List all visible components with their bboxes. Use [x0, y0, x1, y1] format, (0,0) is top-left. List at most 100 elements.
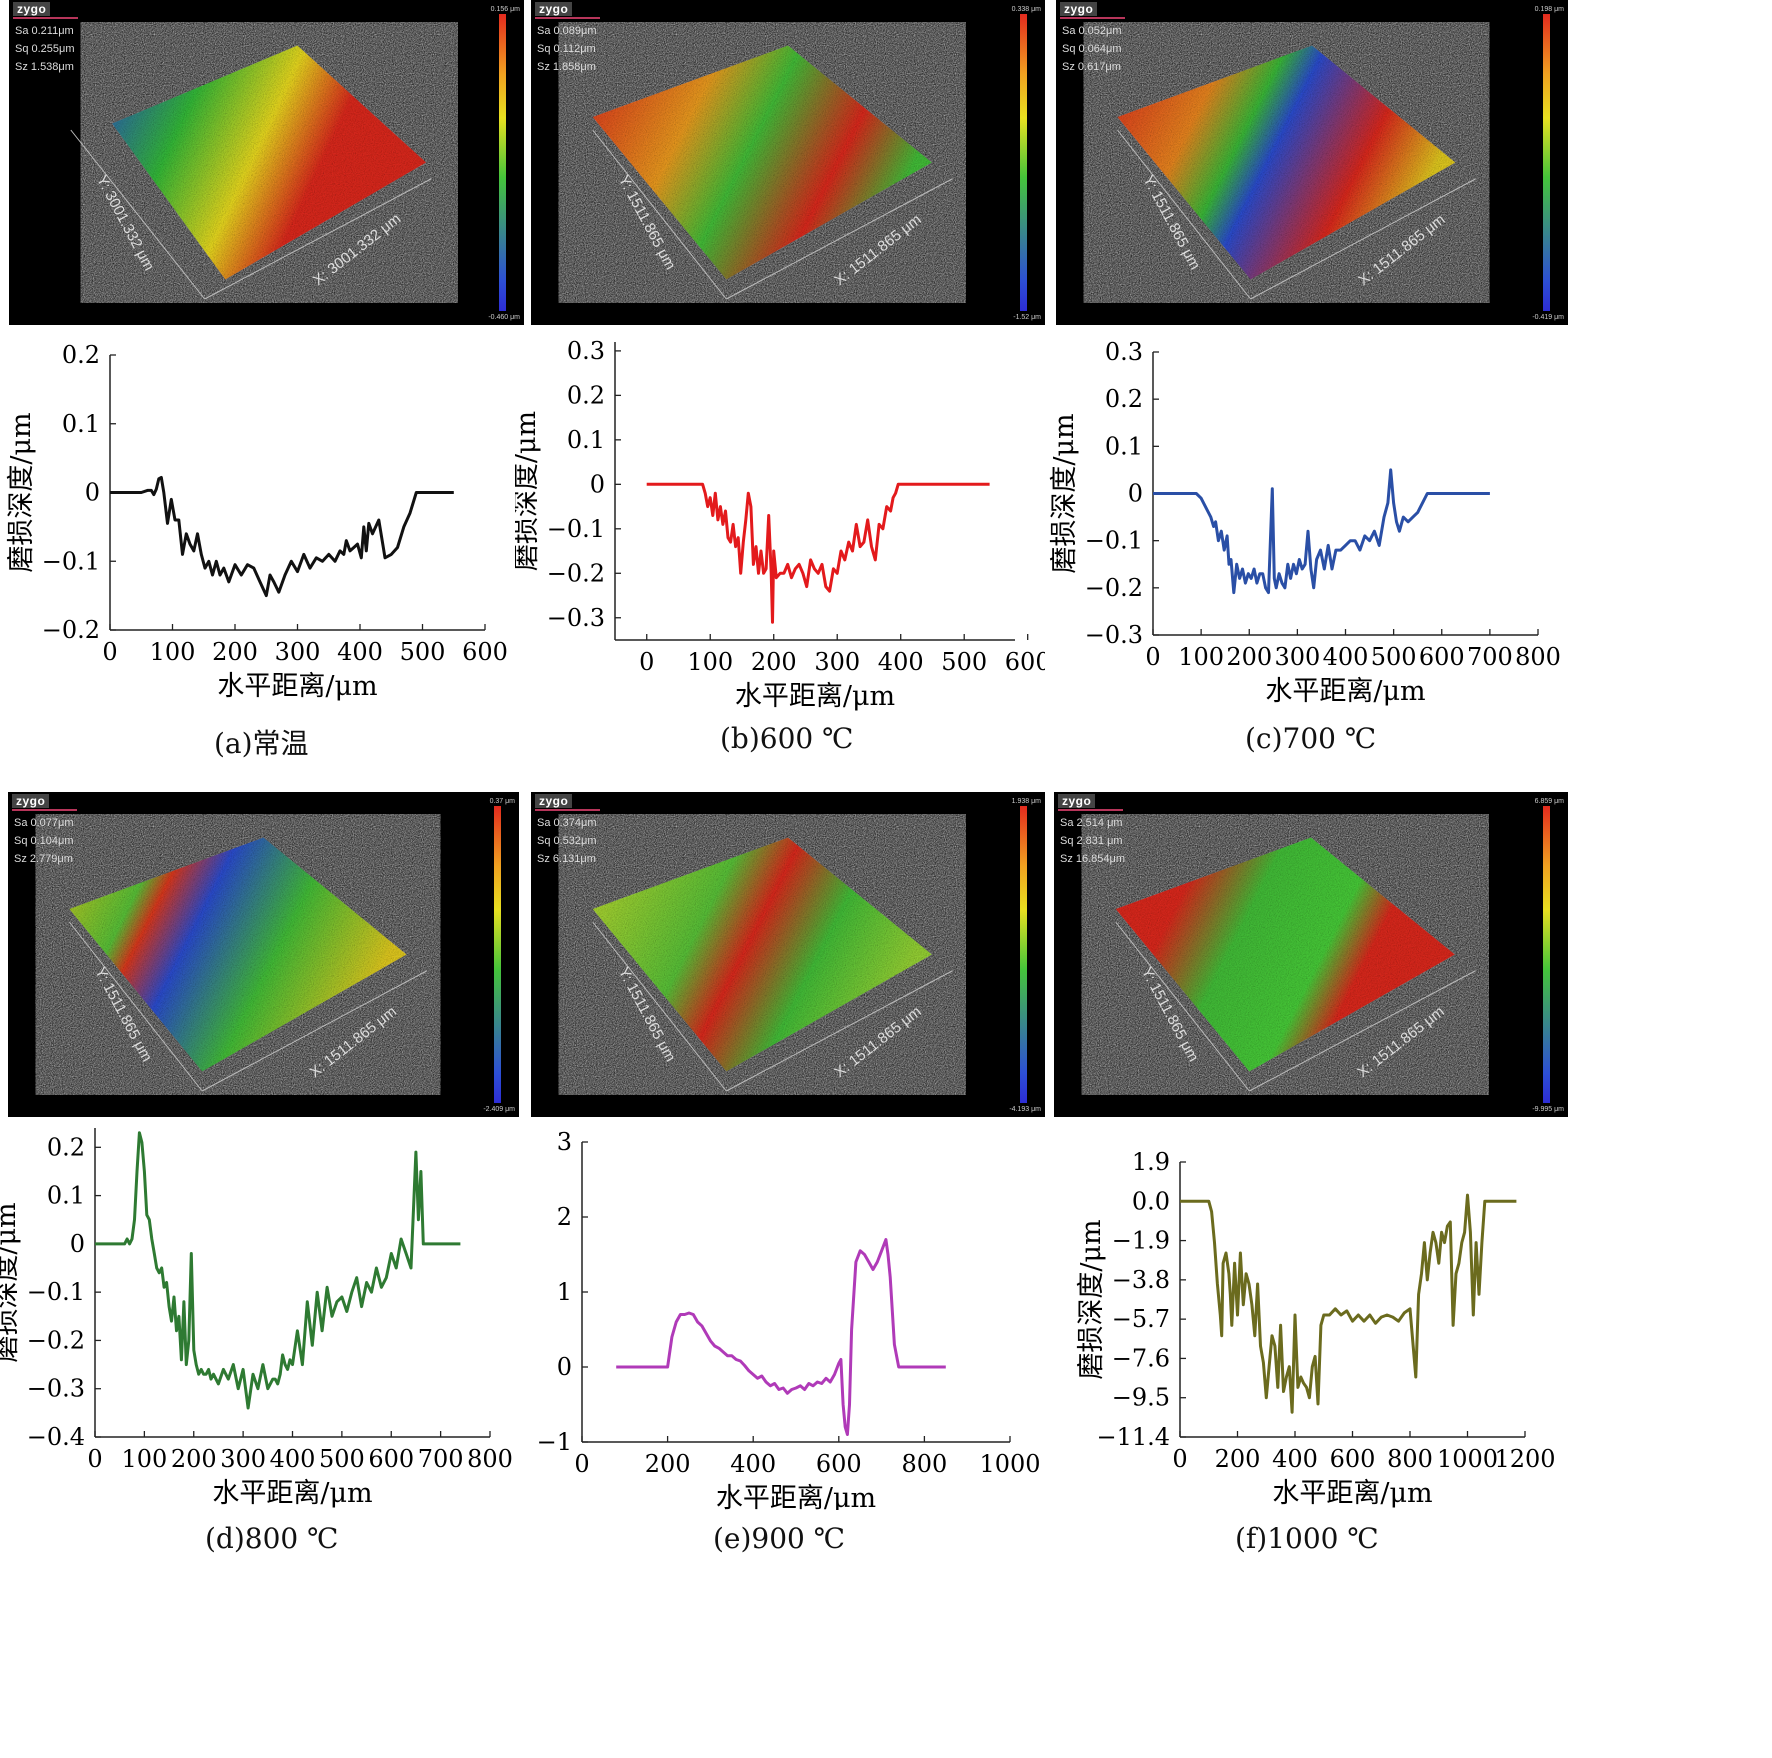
- x-tick-label: 300: [1274, 643, 1320, 671]
- wear-profile-line: [616, 1238, 946, 1436]
- color-scale-bar: [1020, 14, 1027, 311]
- x-tick-label: 300: [275, 638, 321, 666]
- roughness-stats: Sa 0.211μm Sq 0.255μm Sz 1.538μm: [15, 22, 75, 76]
- surface-map: [592, 837, 932, 1072]
- x-axis-label: X: 1511.865 μm: [1355, 211, 1448, 289]
- x-axis-title: 水平距离/μm: [1272, 1478, 1432, 1509]
- y-tick-label: −0.1: [27, 1278, 85, 1306]
- scale-min-label: -0.460 μm: [488, 314, 520, 321]
- x-tick-label: 0: [102, 638, 117, 666]
- scale-max-label: 0.338 μm: [1011, 6, 1041, 13]
- surface-scan-f: X: 1511.865 μm Y: 1511.865 μm zygo Sa 2.514…: [1054, 792, 1568, 1117]
- y-tick-label: 0.2: [1105, 385, 1143, 413]
- y-tick-label: 0.1: [1105, 432, 1143, 460]
- y-tick-label: −3.8: [1112, 1266, 1170, 1294]
- y-tick-label: 0.2: [567, 381, 605, 409]
- x-tick-label: 0: [1172, 1445, 1187, 1473]
- scale-min-label: -2.409 μm: [483, 1106, 515, 1113]
- x-tick-label: 500: [319, 1445, 365, 1473]
- x-tick-label: 200: [171, 1445, 217, 1473]
- sz-value: Sz 6.131μm: [537, 853, 596, 865]
- zygo-logo: zygo: [535, 794, 601, 811]
- x-tick-label: 500: [400, 638, 446, 666]
- sa-value: Sa 2.514 μm: [1060, 817, 1123, 829]
- y-tick-label: −11.4: [1096, 1423, 1170, 1451]
- x-tick-label: 0: [639, 648, 654, 676]
- y-tick-label: 1.9: [1132, 1148, 1170, 1176]
- color-scale-bar: [1020, 806, 1027, 1103]
- x-tick-label: 600: [1419, 643, 1465, 671]
- sa-value: Sa 0.077μm: [14, 817, 74, 829]
- x-tick-label: 100: [1178, 643, 1224, 671]
- zygo-logo: zygo: [13, 2, 79, 19]
- wear-profile-line: [1153, 468, 1490, 595]
- x-tick-label: 600: [368, 1445, 414, 1473]
- x-tick-label: 400: [1272, 1445, 1318, 1473]
- surface-scan-e: X: 1511.865 μm Y: 1511.865 μm zygo Sa 0.374…: [531, 792, 1045, 1117]
- scale-max-label: 0.198 μm: [1534, 6, 1564, 13]
- color-scale-bar: [1543, 14, 1550, 311]
- x-tick-label: 200: [645, 1450, 691, 1478]
- x-tick-label: 600: [1005, 648, 1045, 676]
- x-tick-label: 100: [121, 1445, 167, 1473]
- sq-value: Sq 0.112μm: [537, 43, 596, 55]
- profile-chart-a: 0 100 200 300 400 500 600 −0.2 −0.1 0 0.1 0.2 水平距离/μ…: [6, 341, 508, 702]
- y-tick-label: 2: [557, 1203, 572, 1231]
- y-tick-label: −0.2: [547, 559, 605, 587]
- caption-e: (e)900 ℃: [713, 1522, 846, 1555]
- x-axis-label: X: 1511.865 μm: [831, 211, 924, 289]
- y-tick-label: 0: [590, 470, 605, 498]
- y-tick-label: 0.1: [567, 426, 605, 454]
- sz-value: Sz 2.779μm: [14, 853, 73, 865]
- y-axis-title: 磨损深度/μm: [1076, 1219, 1107, 1379]
- x-tick-label: 700: [1467, 643, 1513, 671]
- y-tick-label: −0.3: [547, 604, 605, 632]
- x-tick-label: 0: [1145, 643, 1160, 671]
- y-axis-label: Y: 3001.332 μm: [93, 173, 157, 274]
- x-tick-label: 1200: [1494, 1445, 1555, 1473]
- x-tick-label: 200: [751, 648, 797, 676]
- roughness-stats: Sa 0.052μm Sq 0.064μm Sz 0.617μm: [1062, 22, 1122, 76]
- caption-b: (b)600 ℃: [720, 722, 854, 755]
- scale-min-label: -9.995 μm: [1532, 1106, 1564, 1113]
- surface-scan-a: X: 3001.332 μm Y: 3001.332 μm zygo Sa 0.211…: [9, 0, 524, 325]
- x-tick-label: 500: [1371, 643, 1417, 671]
- sa-value: Sa 0.052μm: [1062, 25, 1122, 37]
- x-tick-label: 700: [418, 1445, 464, 1473]
- zygo-logo: zygo: [12, 794, 78, 811]
- sz-value: Sz 1.538μm: [15, 61, 74, 73]
- sq-value: Sq 0.104μm: [14, 835, 74, 847]
- y-tick-label: 1: [557, 1278, 572, 1306]
- profile-chart-b: 0 100 200 300 400 500 600 −0.3 −0.2 −0.1 0 0.1 0.2 0.…: [515, 337, 1045, 712]
- x-tick-label: 800: [901, 1450, 947, 1478]
- y-tick-label: −0.3: [27, 1375, 85, 1403]
- wear-profile-line: [110, 475, 454, 598]
- sa-value: Sa 0.089μm: [537, 25, 597, 37]
- caption-d: (d)800 ℃: [205, 1522, 339, 1555]
- x-tick-label: 0: [574, 1450, 589, 1478]
- wear-profile-line: [1180, 1193, 1517, 1414]
- profile-chart-d: 0 100 200 300 400 500 600 700 800 −0.4 −0.3 −0.2 −0.…: [0, 1128, 513, 1509]
- x-tick-label: 400: [878, 648, 924, 676]
- zygo-logo: zygo: [535, 2, 601, 19]
- surface-map: [112, 45, 427, 280]
- y-tick-label: −0.2: [27, 1326, 85, 1354]
- x-axis-label: X: 3001.332 μm: [310, 210, 404, 289]
- x-axis-label: X: 1511.865 μm: [1354, 1003, 1447, 1081]
- y-tick-label: −0.2: [1085, 574, 1143, 602]
- roughness-stats: Sa 2.514 μm Sq 2.831 μm Sz 16.854μm: [1060, 814, 1125, 868]
- x-tick-label: 500: [941, 648, 987, 676]
- sa-value: Sa 0.374μm: [537, 817, 597, 829]
- sq-value: Sq 0.255μm: [15, 43, 75, 55]
- x-tick-label: 400: [337, 638, 383, 666]
- x-tick-label: 600: [462, 638, 508, 666]
- scale-min-label: -4.193 μm: [1009, 1106, 1041, 1113]
- sz-value: Sz 0.617μm: [1062, 61, 1121, 73]
- sq-value: Sq 0.064μm: [1062, 43, 1122, 55]
- x-tick-label: 600: [816, 1450, 862, 1478]
- surface-scan-b: X: 1511.865 μm Y: 1511.865 μm zygo Sa 0.089…: [531, 0, 1045, 325]
- wear-profile-line: [646, 482, 990, 624]
- y-tick-label: 0: [70, 1230, 85, 1258]
